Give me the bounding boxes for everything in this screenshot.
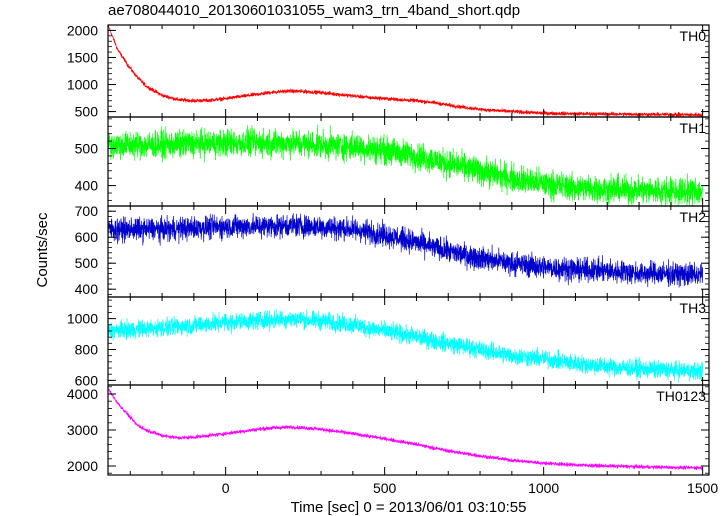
x-tick-label: 1500 (687, 480, 718, 496)
y-tick-label: 1500 (67, 49, 98, 65)
panel-label-th0: TH0 (680, 28, 707, 44)
panel-th1 (108, 124, 703, 206)
x-tick-label: 1000 (528, 480, 559, 496)
x-tick-label: 500 (373, 480, 397, 496)
y-tick-label: 500 (75, 141, 99, 157)
y-tick-label: 1000 (67, 77, 98, 93)
y-tick-label: 500 (75, 255, 99, 271)
panel-label-th3: TH3 (680, 300, 707, 316)
series-line-th3 (108, 309, 703, 383)
x-axis-label: Time [sec] 0 = 2013/06/01 03:10:55 (291, 499, 527, 516)
x-tick-label: 0 (222, 480, 230, 496)
panel-label-th0123: TH0123 (656, 388, 706, 404)
y-tick-label: 500 (75, 104, 99, 120)
panel-frame (107, 24, 710, 118)
panel-frame (107, 205, 710, 298)
y-tick-label: 1000 (67, 311, 98, 327)
y-tick-label: 400 (75, 281, 99, 297)
y-tick-label: 3000 (67, 422, 98, 438)
y-tick-label: 2000 (67, 22, 98, 38)
y-axis-label: Counts/sec (34, 212, 51, 288)
y-tick-label: 600 (75, 372, 99, 388)
series-line-th0123 (108, 387, 703, 471)
y-tick-label: 800 (75, 341, 99, 357)
panel-label-th2: TH2 (680, 209, 707, 225)
series-line-th1 (108, 124, 703, 206)
series-line-th2 (108, 213, 703, 288)
series-line-th0 (108, 25, 703, 117)
y-tick-label: 400 (75, 178, 99, 194)
panel-label-th1: TH1 (680, 120, 707, 136)
y-tick-label: 2000 (67, 458, 98, 474)
y-tick-label: 700 (75, 203, 99, 219)
panel-th3 (108, 309, 703, 383)
panel-frame (107, 384, 710, 476)
y-tick-label: 600 (75, 229, 99, 245)
y-tick-label: 4000 (67, 386, 98, 402)
panel-th2 (108, 213, 703, 288)
panel-th0 (108, 25, 703, 117)
chart-title: ae708044010_20130601031055_wam3_trn_4ban… (108, 2, 521, 19)
panel-th0123 (108, 387, 703, 471)
